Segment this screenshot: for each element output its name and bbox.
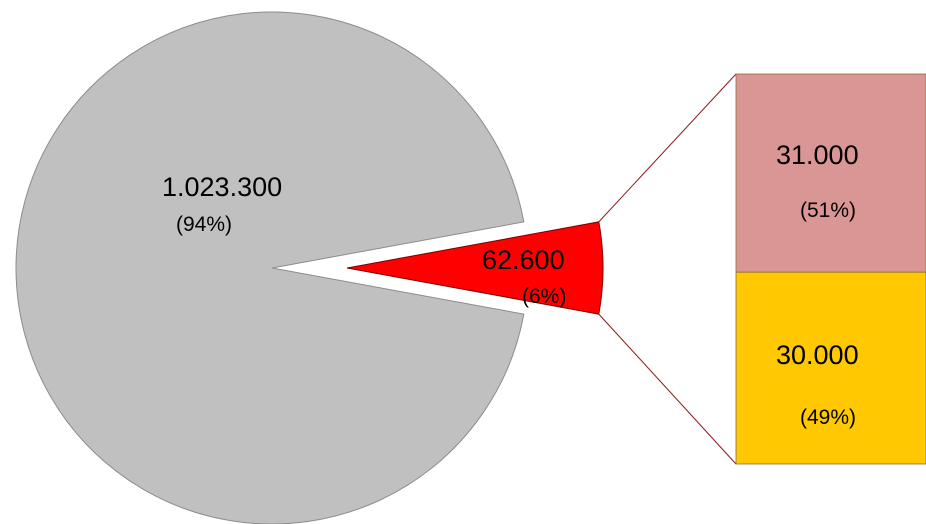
slice-label-red-value: 62.600 bbox=[482, 245, 565, 275]
bar-segment-top-pct: (51%) bbox=[800, 199, 856, 222]
bar-segment-bottom-pct: (49%) bbox=[800, 406, 856, 429]
bar-segment-top-value: 31.000 bbox=[776, 140, 859, 170]
slice-label-red-pct: (6%) bbox=[522, 285, 566, 308]
bar-segment-bottom-value: 30.000 bbox=[776, 340, 859, 370]
slice-label-gray-value: 1.023.300 bbox=[162, 172, 282, 202]
connector-line-bottom bbox=[599, 314, 736, 464]
connector-line-top bbox=[599, 74, 736, 222]
bar-segment-top bbox=[736, 74, 926, 272]
connector-lines bbox=[599, 74, 736, 464]
slice-label-gray-pct: (94%) bbox=[176, 213, 232, 236]
